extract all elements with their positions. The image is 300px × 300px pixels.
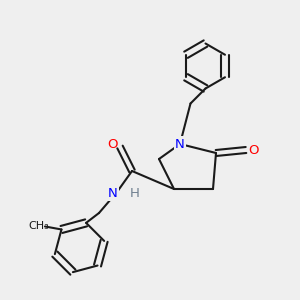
Text: O: O	[107, 137, 118, 151]
Text: CH₃: CH₃	[28, 221, 49, 232]
Text: N: N	[175, 137, 185, 151]
Text: N: N	[108, 187, 117, 200]
Text: H: H	[130, 187, 140, 200]
Text: O: O	[248, 143, 259, 157]
